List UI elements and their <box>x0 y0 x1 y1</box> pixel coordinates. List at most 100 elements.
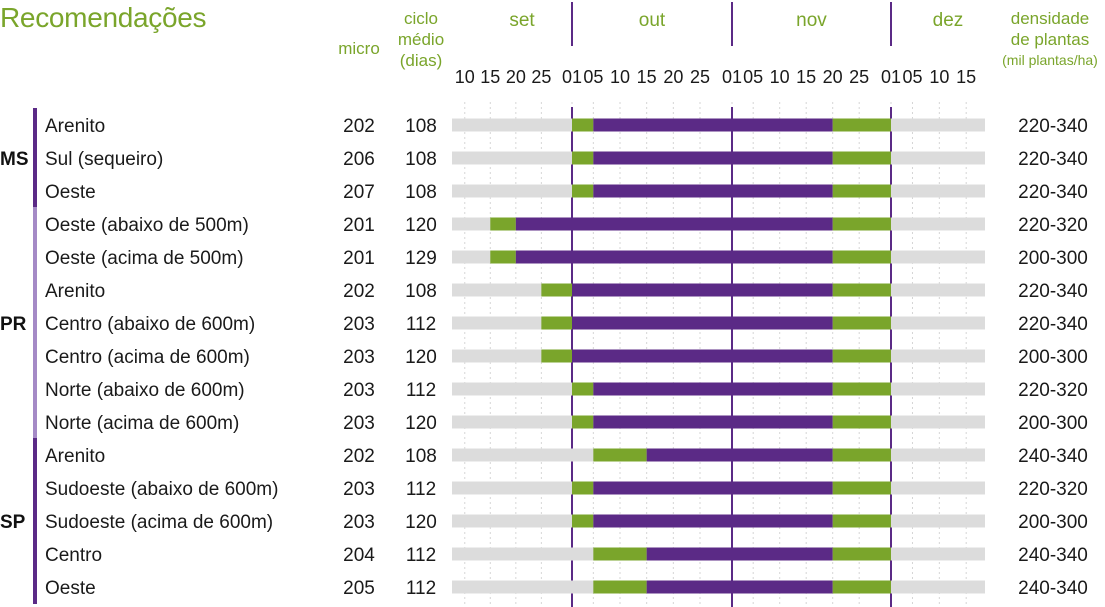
micro-value: 203 <box>343 314 375 335</box>
day-tick-label: 01 <box>562 67 582 87</box>
densidade-value: 220-320 <box>1018 380 1088 401</box>
micro-value: 206 <box>343 149 375 170</box>
ciclo-value: 120 <box>405 215 437 236</box>
day-tick-label: 05 <box>902 67 922 87</box>
bar-window-start <box>572 151 594 165</box>
ciclo-value: 112 <box>406 479 436 500</box>
bar-optimal-window <box>515 250 833 264</box>
day-tick-label: 25 <box>849 67 869 87</box>
micro-value: 203 <box>343 479 375 500</box>
micro-value: 204 <box>343 545 375 566</box>
bar-optimal-window <box>593 415 833 429</box>
ciclo-value: 112 <box>406 380 436 401</box>
bar-window-end <box>832 481 891 495</box>
bar-window-start <box>593 448 647 462</box>
day-tick-label: 10 <box>610 67 630 87</box>
micro-value: 203 <box>343 413 375 434</box>
densidade-value: 220-340 <box>1018 182 1088 203</box>
ciclo-header-line2: médio <box>397 30 445 49</box>
micro-value: 201 <box>343 215 375 236</box>
month-label-nov: nov <box>796 10 827 31</box>
bar-window-end <box>832 547 891 561</box>
bar-window-start <box>541 283 572 297</box>
region-label: Oeste (abaixo de 500m) <box>45 215 249 236</box>
bar-window-start <box>490 217 516 231</box>
region-label: Sudoeste (acima de 600m) <box>45 512 273 533</box>
day-tick-label: 01 <box>881 67 901 87</box>
bar-window-start <box>541 316 572 330</box>
day-tick-label: 05 <box>743 67 763 87</box>
day-tick-label: 15 <box>637 67 657 87</box>
region-label: Norte (acima de 600m) <box>45 413 239 434</box>
day-tick-label: 10 <box>770 67 790 87</box>
bar-window-end <box>832 184 891 198</box>
bar-window-start <box>572 514 594 528</box>
ciclo-header-line3: (dias) <box>399 51 443 70</box>
densidade-value: 240-340 <box>1018 446 1088 467</box>
day-tick-label: 20 <box>823 67 843 87</box>
ciclo-value: 120 <box>405 413 437 434</box>
state-group-bar <box>33 207 37 439</box>
day-tick-label: 15 <box>956 67 976 87</box>
ciclo-header-line1: ciclo <box>403 9 438 28</box>
month-label-out: out <box>639 10 666 31</box>
densidade-value: 220-320 <box>1018 215 1088 236</box>
region-label: Centro (abaixo de 600m) <box>45 314 255 335</box>
bar-window-end <box>832 217 891 231</box>
region-label: Centro (acima de 600m) <box>45 347 250 368</box>
day-tick-label: 15 <box>480 67 500 87</box>
densidade-header-line3: (mil plantas/ha) <box>1002 52 1098 68</box>
ciclo-value: 120 <box>405 512 437 533</box>
day-tick-label: 01 <box>722 67 742 87</box>
micro-value: 203 <box>343 347 375 368</box>
bar-optimal-window <box>593 481 833 495</box>
densidade-value: 240-340 <box>1018 545 1088 566</box>
bar-optimal-window <box>593 151 833 165</box>
ciclo-header: ciclo médio (dias) <box>390 8 452 71</box>
region-label: Centro <box>45 545 102 566</box>
ciclo-value: 108 <box>405 149 437 170</box>
bar-optimal-window <box>593 118 833 132</box>
micro-value: 203 <box>343 380 375 401</box>
bar-window-end <box>832 316 891 330</box>
ciclo-value: 112 <box>406 545 436 566</box>
bar-window-end <box>832 118 891 132</box>
day-tick-label: 25 <box>690 67 710 87</box>
bar-window-start <box>572 184 594 198</box>
bar-window-start <box>572 481 594 495</box>
densidade-value: 220-340 <box>1018 314 1088 335</box>
bar-window-start <box>572 118 594 132</box>
month-label-set: set <box>509 10 535 31</box>
bar-optimal-window <box>593 514 833 528</box>
region-label: Arenito <box>45 116 105 137</box>
densidade-value: 200-300 <box>1018 347 1088 368</box>
region-label: Arenito <box>45 446 105 467</box>
bar-optimal-window <box>646 547 833 561</box>
bar-window-end <box>832 151 891 165</box>
micro-value: 202 <box>343 116 375 137</box>
bar-optimal-window <box>572 316 833 330</box>
micro-value: 201 <box>343 248 375 269</box>
densidade-header-line1: densidade <box>1010 9 1090 28</box>
region-label: Norte (abaixo de 600m) <box>45 380 245 401</box>
bar-window-start <box>490 250 516 264</box>
ciclo-value: 108 <box>405 182 437 203</box>
densidade-value: 200-300 <box>1018 512 1088 533</box>
state-label-pr: PR <box>0 314 27 335</box>
day-tick-label: 15 <box>796 67 816 87</box>
densidade-header-line2: de plantas <box>1010 30 1090 49</box>
bar-optimal-window <box>515 217 833 231</box>
bar-window-end <box>832 349 891 363</box>
ciclo-value: 108 <box>405 446 437 467</box>
day-tick-label: 05 <box>583 67 603 87</box>
bar-window-start <box>593 547 647 561</box>
day-tick-label: 10 <box>455 67 475 87</box>
densidade-value: 220-340 <box>1018 149 1088 170</box>
micro-value: 203 <box>343 512 375 533</box>
bar-optimal-window <box>572 283 833 297</box>
bar-optimal-window <box>593 184 833 198</box>
region-label: Oeste <box>45 182 96 203</box>
micro-header: micro <box>338 39 380 58</box>
bar-window-start <box>572 382 594 396</box>
